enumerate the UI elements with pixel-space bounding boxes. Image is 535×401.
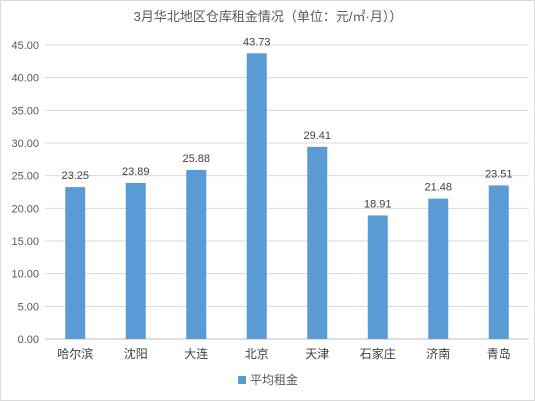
legend-label: 平均租金 — [250, 372, 298, 387]
category-labels: 哈尔滨 沈阳 大连 北京 天津 石家庄 济南 青岛 — [57, 346, 511, 361]
y-tick-label: 25.00 — [11, 171, 39, 183]
category-label: 沈阳 — [124, 346, 148, 361]
category-label: 大连 — [184, 346, 208, 361]
data-label: 25.88 — [182, 153, 210, 165]
y-tick-label: 35.00 — [11, 105, 39, 117]
legend: 平均租金 — [238, 372, 298, 387]
bar — [367, 215, 388, 339]
data-label: 23.89 — [122, 166, 150, 178]
data-label: 21.48 — [424, 182, 452, 194]
y-tick-label: 5.00 — [18, 301, 39, 313]
gridlines — [45, 44, 529, 340]
y-tick-label: 20.00 — [11, 203, 39, 215]
bar — [307, 146, 328, 339]
legend-swatch — [238, 376, 246, 384]
bar — [65, 187, 86, 339]
bar — [246, 53, 267, 339]
data-label: 18.91 — [364, 198, 392, 210]
data-label: 43.73 — [243, 36, 271, 48]
y-tick-label: 40.00 — [11, 73, 39, 85]
y-tick-label: 10.00 — [11, 269, 39, 281]
data-label: 29.41 — [303, 130, 331, 142]
category-label: 天津 — [305, 347, 329, 361]
y-tick-label: 15.00 — [11, 236, 39, 248]
bars — [65, 53, 509, 339]
category-label: 哈尔滨 — [57, 346, 93, 361]
data-labels: 23.25 23.89 25.88 43.73 29.41 18.91 21.48 23.51 — [61, 36, 512, 210]
chart-title: 3月华北地区仓库租金情况（单位：元/㎡·月）） — [134, 9, 403, 24]
bar — [125, 182, 146, 339]
y-tick-label: 30.00 — [11, 138, 39, 150]
category-label: 青岛 — [487, 346, 511, 361]
category-label: 北京 — [245, 347, 269, 361]
y-tick-label: 0.00 — [18, 334, 39, 346]
category-label: 济南 — [426, 346, 450, 361]
y-axis-ticks: 0.00 5.00 10.00 15.00 20.00 25.00 30.00 35.00 40… — [11, 40, 39, 346]
data-label: 23.25 — [61, 170, 89, 182]
y-tick-label: 45.00 — [11, 40, 39, 52]
bar — [488, 185, 509, 339]
data-label: 23.51 — [485, 168, 513, 180]
category-label: 石家庄 — [360, 346, 396, 361]
bar — [186, 169, 207, 339]
bar — [428, 198, 449, 339]
